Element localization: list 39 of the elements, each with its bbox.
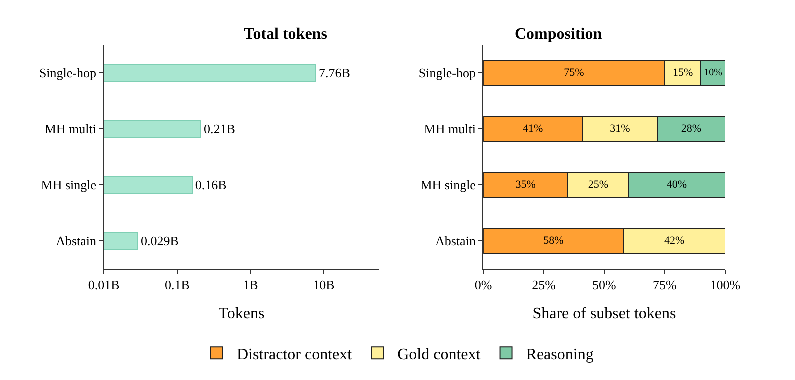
- data-label: 28%: [681, 123, 702, 135]
- data-label: 25%: [588, 179, 608, 191]
- x-tick-label: 1B: [243, 278, 259, 293]
- x-tick-label: 50%: [592, 278, 617, 293]
- data-label: 0.16B: [195, 178, 228, 192]
- legend-label: Distractor context: [237, 346, 353, 364]
- x-tick-label: 10B: [313, 278, 336, 293]
- data-label: 31%: [610, 123, 630, 135]
- data-label: 58%: [544, 235, 564, 247]
- y-tick-label: MH multi: [424, 122, 476, 137]
- y-tick-label: MH single: [41, 178, 97, 193]
- y-tick-label: Single-hop: [418, 66, 476, 81]
- y-tick-label: Abstain: [436, 234, 476, 249]
- legend-label: Gold context: [398, 346, 482, 364]
- x-tick-label: 75%: [652, 278, 677, 293]
- x-axis-title: Tokens: [218, 305, 265, 322]
- data-label: 0.029B: [141, 234, 180, 248]
- y-tick-label: Abstain: [56, 234, 98, 249]
- chart-title: Composition: [515, 26, 602, 43]
- data-label: 7.76B: [318, 66, 351, 80]
- x-axis-title: Share of subset tokens: [532, 305, 676, 322]
- x-tick-label: 100%: [710, 278, 741, 293]
- data-label: 0.21B: [204, 122, 236, 136]
- x-tick-label: 0.01B: [88, 278, 120, 293]
- x-tick-label: 0%: [474, 278, 492, 293]
- y-tick-label: Single-hop: [39, 66, 97, 81]
- data-label: 40%: [666, 179, 688, 191]
- data-label: 42%: [664, 235, 685, 247]
- chart-title: Total tokens: [244, 26, 328, 43]
- legend-label: Reasoning: [526, 346, 594, 364]
- x-tick-label: 25%: [532, 278, 556, 293]
- data-label: 41%: [523, 123, 544, 135]
- y-tick-label: MH single: [420, 178, 476, 193]
- data-label: 15%: [672, 67, 694, 79]
- y-tick-label: MH multi: [44, 122, 97, 137]
- x-tick-label: 0.1B: [164, 278, 190, 293]
- data-label: 75%: [564, 67, 584, 79]
- data-label: 10%: [704, 68, 722, 79]
- data-label: 35%: [516, 179, 536, 191]
